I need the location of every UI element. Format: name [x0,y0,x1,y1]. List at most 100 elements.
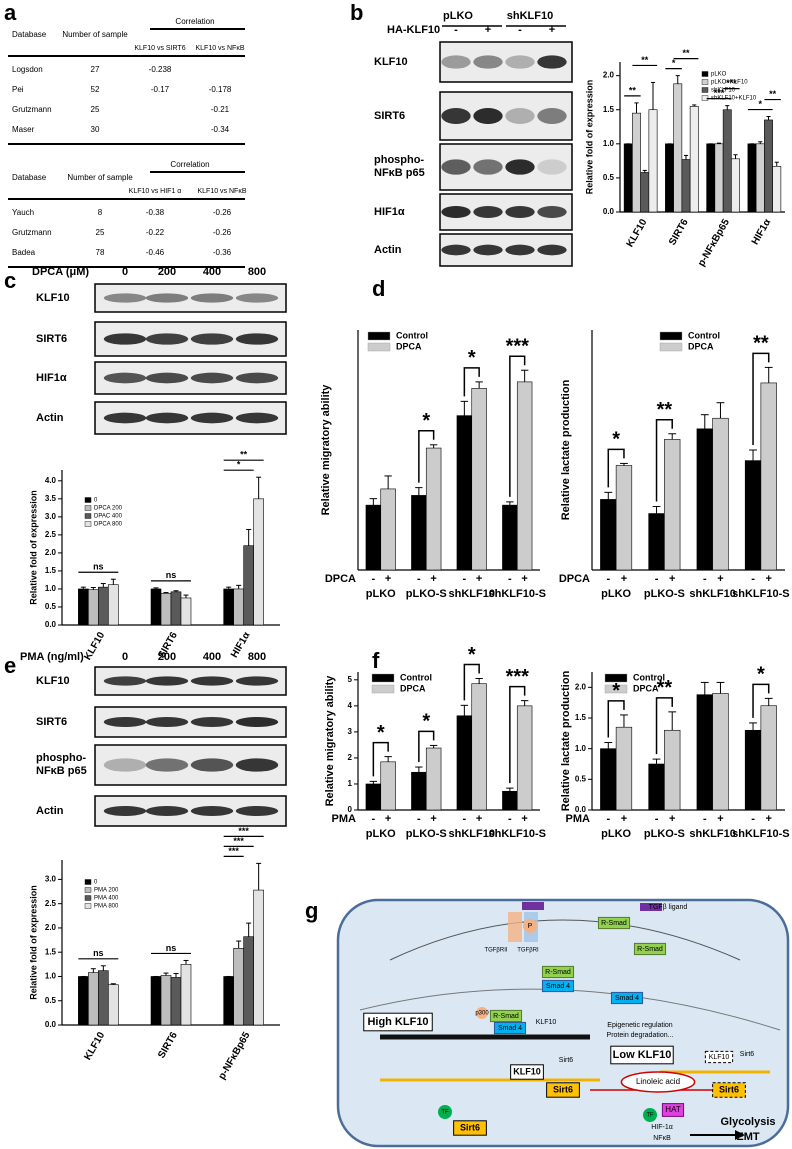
table-header: KLF10 vs NFκB [197,188,246,195]
bar [78,976,89,1026]
error-bar [90,587,96,590]
error-bar [675,75,680,84]
diagram-label: Glycolysis [720,1116,775,1128]
bar [673,83,683,213]
diagram-label: High KLF10 [367,1016,428,1028]
bar-label: + [430,813,436,825]
y-tick-label: 2 [348,753,353,762]
bar-label: + [476,813,482,825]
sig-label: ** [682,48,690,58]
legend-swatch [659,331,683,341]
blot-label-box: phospho-NFκB p65 [36,752,87,777]
error-bar [764,366,773,383]
diagram-label: P [528,923,533,930]
bar [223,588,234,626]
bar [456,715,473,811]
error-bar [506,787,514,792]
diagram-box [363,1012,433,1032]
bar-label: - [703,573,707,585]
bar [88,972,99,1026]
error-bar [683,154,689,160]
panel-label: e [4,653,16,678]
error-bar [384,475,392,489]
bar [665,143,674,213]
diagram-label: TGFβ ligand [649,904,688,911]
blot-band [473,108,503,124]
blot-lane: + [485,24,491,36]
bar-label: - [703,813,707,825]
blot-band [190,806,234,816]
blot-band [235,758,279,772]
error-bar [429,744,438,749]
blot-band [103,758,147,772]
bar [471,388,487,571]
blot-band [190,676,234,686]
error-bar [475,381,483,389]
y-axis-label: Relative migratory ability [320,384,332,516]
bar-label: + [476,573,482,585]
panel-label: b [350,0,363,25]
sig-label: * [612,680,620,702]
bar [615,726,633,811]
diagram-box [610,1045,674,1065]
bar-label: + [521,813,527,825]
bar-label: - [751,573,755,585]
error-bar [246,922,252,937]
diagram-box [597,916,631,930]
diagram-label: Sirt6 [719,1084,739,1094]
bar-label: + [717,813,723,825]
diagram-label: HIF-1α [651,1124,673,1131]
bar [98,586,109,626]
blot-band [235,412,279,424]
error-bar [429,444,438,449]
diagram-label: HAT [665,1105,681,1114]
sig-bracket [752,352,770,445]
blot-group: shKLF10 [507,10,553,22]
x-tick-label: pLKO [601,588,631,600]
sig-bracket [509,685,526,784]
bar-label: - [417,573,421,585]
legend-label: PMA 800 [94,904,119,910]
y-tick-label: 0.0 [575,805,587,814]
diagram-box [510,1064,544,1080]
blot-lane: 0 [122,266,128,278]
bar [233,588,244,626]
blot-band [537,244,567,256]
table-group-header: Correlation [170,160,209,169]
blot-band [145,333,189,345]
y-tick-label: 1.0 [575,744,587,753]
error-bar [369,498,378,506]
x-tick-label: shKLF10 [449,828,495,840]
legend-label: shKLF10 [711,88,736,94]
blot-lane: 400 [203,266,221,278]
table-header: KLF10 vs HIF1 α [129,188,182,195]
blot-band [505,159,535,175]
blot-label: KLF10 [36,291,70,304]
bar [615,465,633,571]
diagram-label: R-Smad [637,946,663,953]
bar [170,977,182,1026]
bar [98,970,109,1026]
y-tick-label: 1.0 [45,584,57,593]
y-tick-label: 0.0 [45,620,57,629]
blot-treatment: PMA (ng/ml) [20,651,84,663]
y-tick-label: 3.5 [45,494,57,503]
x-tick-label: HIF1α [750,217,774,247]
table-cell: -0.238 [149,65,172,74]
error-bar [668,433,677,440]
table-cell: -0.38 [146,208,165,217]
membrane [389,919,741,961]
x-sublabel: PMA [566,813,591,825]
blot-label: HIF1α [374,205,405,218]
table-cell: -0.26 [213,228,232,237]
diagram-box [453,1120,487,1136]
table-cell: -0.178 [209,85,232,94]
bar-label: + [669,573,675,585]
sig-bracket [509,355,526,497]
sig-label: ** [657,677,673,699]
blot-band [537,159,567,175]
legend-label: PMA 400 [94,896,119,902]
sig-label: * [758,99,762,109]
sig-label: ** [769,89,777,99]
blot-label-box: KLF10 [36,291,70,304]
